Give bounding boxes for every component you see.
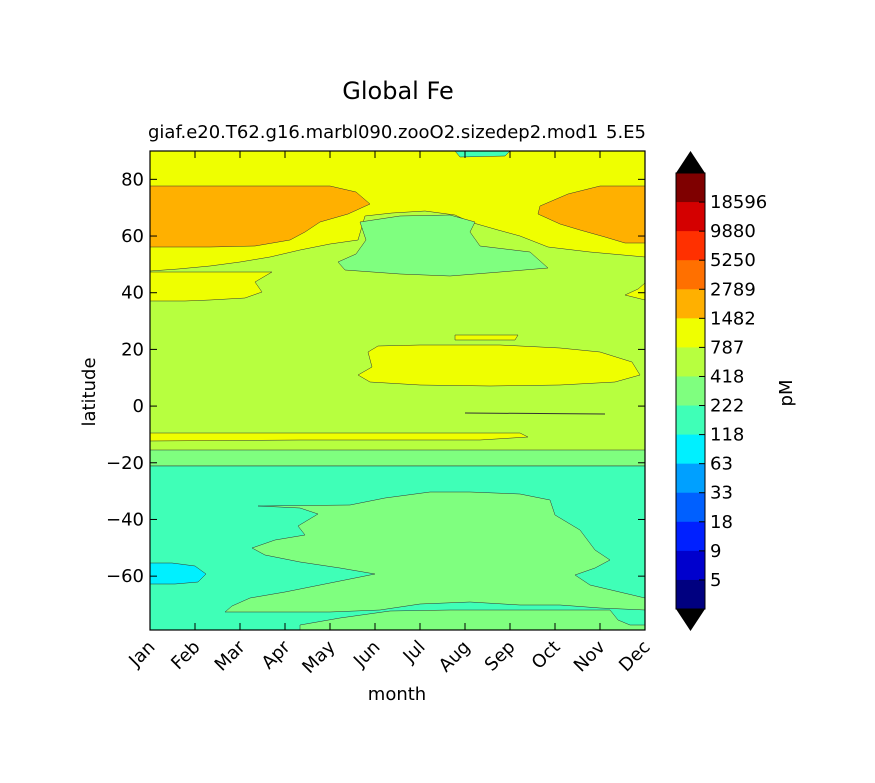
- colorbar-tick-label: 222: [710, 396, 744, 417]
- chart-subtitle-right: 5.E5: [606, 122, 646, 143]
- y-axis-label: latitude: [79, 357, 100, 426]
- colorbar-extend-over: [676, 151, 705, 173]
- colorbar-tick-label: 1482: [710, 308, 756, 329]
- contour-region-green-antarctic-margin: [299, 609, 645, 630]
- y-tick-label: 0: [133, 396, 144, 417]
- contour-plot-area: [150, 151, 645, 630]
- y-tick-label: −40: [106, 509, 144, 530]
- plot-frame: [149, 150, 646, 631]
- colorbar-tick-label: 33: [710, 483, 733, 504]
- colorbar-segment: [676, 173, 705, 203]
- y-tick-label: 60: [121, 226, 144, 247]
- colorbar-tick-label: 118: [710, 425, 744, 446]
- colorbar-tick-label: 9: [710, 541, 721, 562]
- colorbar-tick-label: 418: [710, 366, 744, 387]
- colorbar-segment: [676, 289, 705, 319]
- colorbar-tick-label: 9880: [710, 221, 756, 242]
- contour-line-equator-sep: [464, 412, 606, 415]
- colorbar-tick-label: 5250: [710, 250, 756, 271]
- colorbar-segment: [676, 550, 705, 581]
- contour-region-yellow-equator: [150, 432, 529, 442]
- contour-region-yellow-25n: [454, 334, 519, 341]
- colorbar-segment: [676, 202, 705, 232]
- x-tick-label: Apr: [258, 636, 295, 673]
- colorbar-segment: [676, 463, 705, 494]
- x-tick-label: Jan: [124, 637, 159, 672]
- colorbar-segment: [676, 579, 705, 610]
- chart-subtitle-left: giaf.e20.T62.g16.marbl090.zooO2.sizedep2…: [148, 122, 598, 143]
- contour-region-green-shelf-20s: [150, 449, 645, 467]
- colorbar-tick-label: 787: [710, 337, 744, 358]
- y-tick-label: 20: [121, 339, 144, 360]
- y-tick-label: 40: [121, 283, 144, 304]
- colorbar-tick-label: 18596: [710, 192, 767, 213]
- chart-title: Global Fe: [342, 77, 453, 105]
- contour-region-orange-jan-mar: [150, 185, 371, 248]
- colorbar-tick-label: 5: [710, 570, 721, 591]
- colorbar-tick-label: 18: [710, 512, 733, 533]
- x-tick-label: Oct: [528, 637, 565, 674]
- contour-region-green-jun-sep: [337, 214, 549, 277]
- colorbar-label: pM: [776, 380, 797, 407]
- colorbar-extend-under: [676, 609, 705, 631]
- colorbar-segment: [676, 521, 705, 552]
- colorbar-frame: [675, 172, 706, 610]
- contour-region-cyan-arctic-aug: [454, 151, 511, 158]
- y-tick-label: −20: [106, 453, 144, 474]
- x-tick-label: Mar: [211, 636, 250, 675]
- contour-region-yellow-48n: [150, 271, 273, 302]
- colorbar-segment: [676, 231, 705, 261]
- y-tick-label: 80: [121, 169, 144, 190]
- contour-region-orange-oct-dec: [537, 185, 645, 244]
- colorbar-segment: [676, 434, 705, 465]
- y-tick-label: −60: [106, 566, 144, 587]
- colorbar-segment: [676, 492, 705, 523]
- colorbar-tick-label: 63: [710, 454, 733, 475]
- contour-region-turquoise-jan: [150, 562, 207, 585]
- x-tick-label: Aug: [435, 637, 475, 677]
- contour-region-green-southern-ocean: [224, 491, 645, 613]
- x-tick-label: Dec: [615, 637, 654, 676]
- x-axis-label: month: [368, 684, 426, 705]
- x-tick-label: May: [298, 636, 339, 677]
- colorbar-tick-label: 2789: [710, 279, 756, 300]
- contour-region-yellow-42n-dec: [624, 282, 645, 301]
- y-axis-ticks: 80 60 40 20 0 −20 −40 −60: [106, 169, 645, 587]
- colorbar-segment: [676, 376, 705, 407]
- colorbar: 18596 9880 5250 2789 1482 787 418 222 118 63 33 18 9…: [675, 151, 767, 631]
- colorbar-segment: [676, 318, 705, 348]
- x-tick-label: Sep: [481, 637, 520, 676]
- colorbar-segment: [676, 260, 705, 290]
- x-tick-label: Jun: [349, 637, 384, 672]
- contour-region-yellow-tropics: [357, 344, 641, 387]
- colorbar-segment: [676, 347, 705, 377]
- x-tick-label: Jul: [399, 637, 430, 668]
- colorbar-segment: [676, 405, 705, 436]
- x-tick-label: Feb: [167, 637, 204, 674]
- x-tick-label: Nov: [570, 636, 610, 676]
